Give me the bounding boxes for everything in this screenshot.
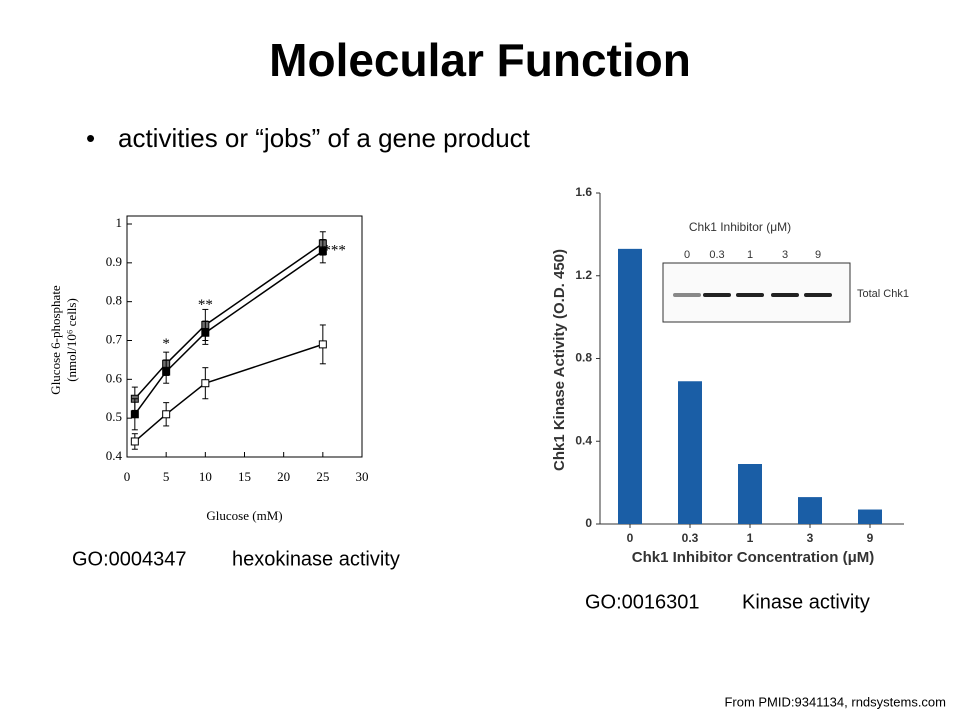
marker bbox=[201, 328, 210, 337]
marker bbox=[162, 367, 171, 376]
y-tick-label: 0.4 bbox=[575, 433, 592, 447]
marker bbox=[201, 379, 210, 388]
bullet-text: activities or “jobs” of a gene product bbox=[118, 123, 531, 153]
y-tick-label: 0.9 bbox=[106, 254, 122, 269]
go-id: GO:0004347 bbox=[72, 548, 187, 570]
go-id: GO:0016301 bbox=[585, 591, 700, 613]
y-tick-label: 0 bbox=[585, 516, 592, 530]
lane-label: 0 bbox=[684, 249, 690, 261]
y-tick-label: 1 bbox=[116, 215, 123, 230]
go-term: hexokinase activity bbox=[232, 548, 400, 570]
x-tick-label: 5 bbox=[163, 469, 170, 484]
marker bbox=[130, 437, 139, 446]
bar bbox=[858, 509, 882, 524]
blot-band bbox=[703, 293, 731, 297]
significance-mark: *** bbox=[323, 243, 346, 259]
x-tick-label: 3 bbox=[807, 531, 814, 545]
band-label: Total Chk1 bbox=[857, 288, 909, 300]
marker bbox=[318, 247, 327, 256]
x-tick-label: 0.3 bbox=[682, 531, 699, 545]
blot-frame bbox=[662, 262, 851, 323]
marker bbox=[130, 410, 139, 419]
y-axis-label: Chk1 Kinase Activity (O.D. 450) bbox=[551, 249, 568, 471]
x-axis-label: Chk1 Inhibitor Concentration (μM) bbox=[632, 549, 875, 566]
y-tick-label: 0.8 bbox=[106, 293, 122, 308]
marker bbox=[162, 410, 171, 419]
source-note: From PMID:9341134, rndsystems.com bbox=[724, 694, 946, 709]
x-tick-label: 9 bbox=[867, 531, 874, 545]
blot-band bbox=[673, 293, 701, 297]
bar bbox=[738, 464, 762, 524]
x-tick-label: 30 bbox=[356, 469, 369, 484]
y-axis-label: Glucose 6-phosphate bbox=[48, 285, 63, 395]
blot-band bbox=[736, 293, 764, 297]
bar bbox=[618, 248, 642, 524]
y-tick-label: 0.7 bbox=[106, 331, 123, 346]
inset-title: Chk1 Inhibitor (μM) bbox=[689, 220, 791, 234]
series-line bbox=[134, 242, 324, 400]
blot-band bbox=[804, 293, 832, 297]
x-tick-label: 20 bbox=[277, 469, 290, 484]
x-tick-label: 10 bbox=[199, 469, 212, 484]
lane-label: 0.3 bbox=[709, 249, 724, 261]
series-line bbox=[134, 343, 324, 443]
significance-mark: * bbox=[162, 336, 170, 352]
bar bbox=[678, 381, 702, 524]
x-tick-label: 0 bbox=[124, 469, 131, 484]
slide-title: Molecular Function bbox=[269, 34, 691, 86]
bullet-dot: • bbox=[86, 123, 95, 153]
y-tick-label: 0.8 bbox=[575, 351, 592, 365]
y-axis-label: (nmol/10⁶ cells) bbox=[64, 298, 79, 382]
y-tick-label: 0.5 bbox=[106, 409, 122, 424]
x-tick-label: 25 bbox=[316, 469, 329, 484]
lane-label: 1 bbox=[747, 249, 753, 261]
y-tick-label: 1.2 bbox=[575, 268, 592, 282]
go-term: Kinase activity bbox=[742, 591, 870, 613]
x-axis-label: Glucose (mM) bbox=[206, 508, 282, 523]
lane-label: 3 bbox=[782, 249, 788, 261]
y-tick-label: 1.6 bbox=[575, 185, 592, 199]
x-tick-label: 1 bbox=[747, 531, 754, 545]
blot-band bbox=[771, 293, 799, 297]
x-tick-label: 15 bbox=[238, 469, 251, 484]
marker bbox=[318, 340, 327, 349]
y-tick-label: 0.4 bbox=[106, 448, 123, 463]
series-line bbox=[134, 250, 324, 415]
significance-mark: ** bbox=[198, 297, 213, 313]
y-tick-label: 0.6 bbox=[106, 370, 123, 385]
x-tick-label: 0 bbox=[627, 531, 634, 545]
lane-label: 9 bbox=[815, 249, 821, 261]
bar bbox=[798, 497, 822, 524]
